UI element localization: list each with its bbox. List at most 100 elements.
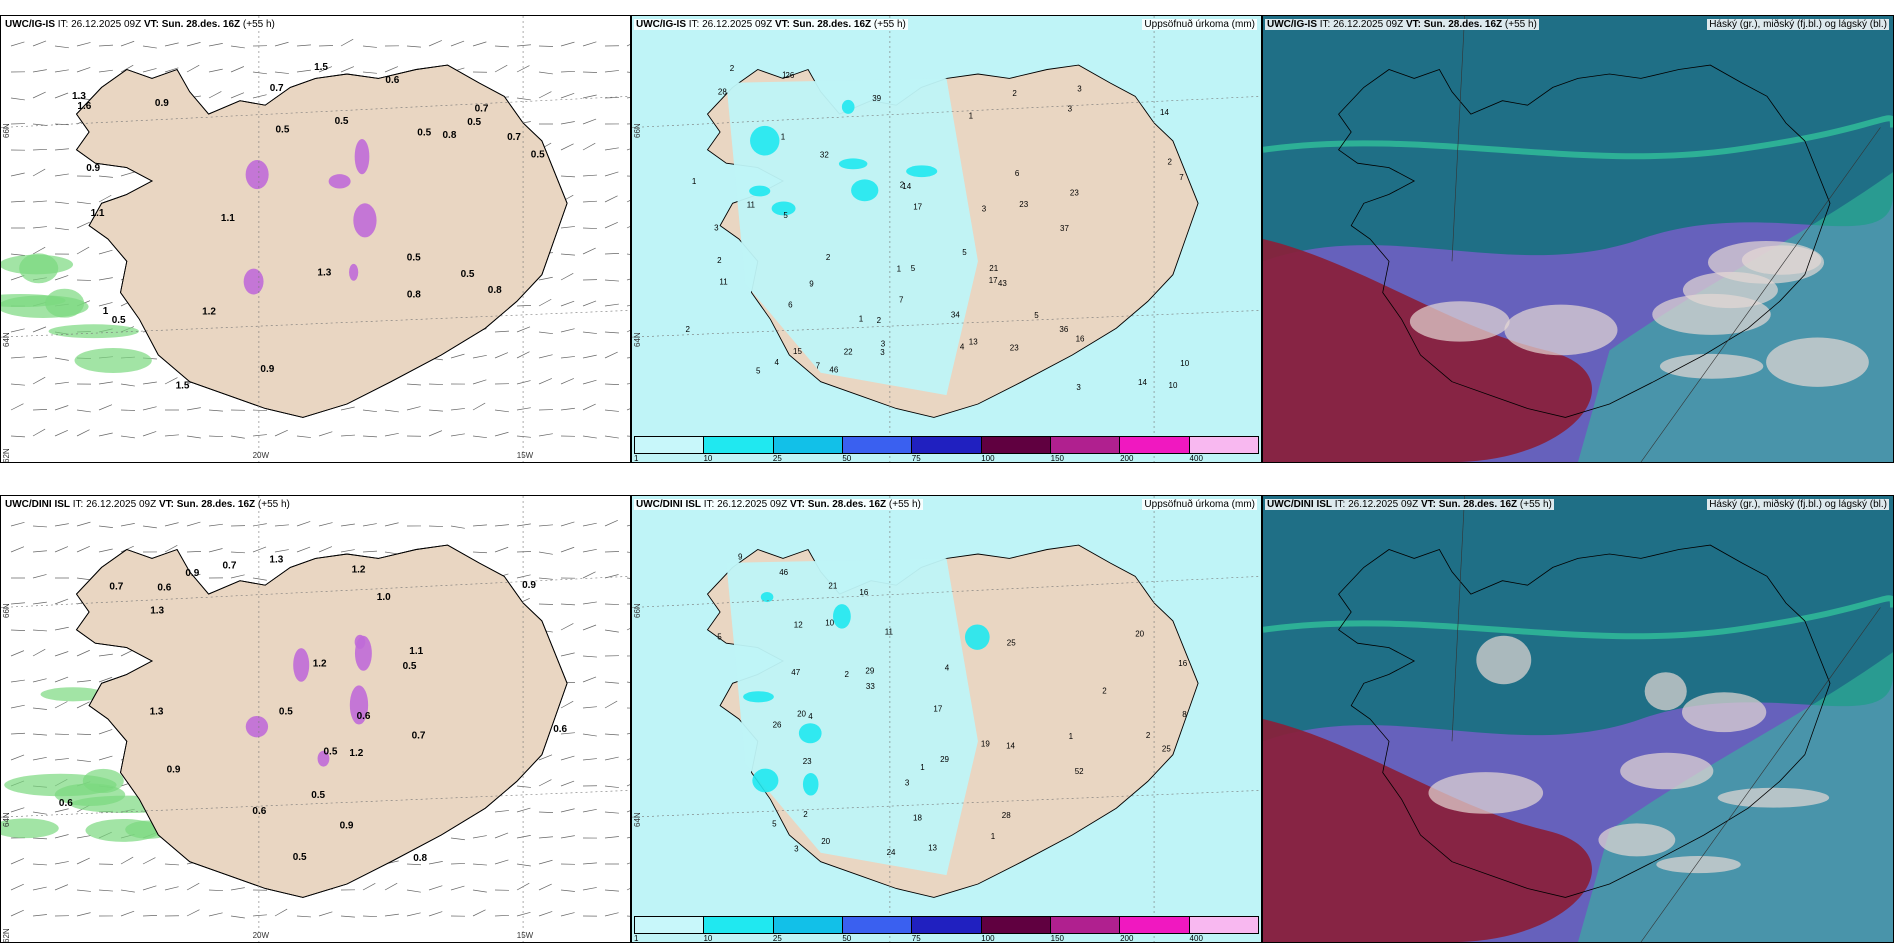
map-value-label: 5 [772,820,777,829]
wind-barb [560,253,575,256]
wind-barb [10,403,24,411]
wind-barb [230,66,245,73]
colorbar-swatch [842,917,913,933]
wind-barb [10,97,25,101]
map-value-label: 15 [793,347,802,356]
wind-barb [560,835,575,839]
wind-barb [230,92,245,99]
wind-barb [208,889,224,892]
vt-value: Sun. 28.des. 16Z [1438,499,1518,510]
wind-barb [10,200,25,203]
wind-barb [76,246,90,255]
wind-barb [76,409,91,413]
model-name: UWC/DINI ISL [636,499,701,510]
it-label: IT: [688,19,700,30]
lat-tick-label: 64N [2,332,11,348]
wind-barb [208,435,224,438]
wind-barb [582,435,597,439]
map-value-label: 0.7 [109,582,123,593]
wind-barb [98,302,113,307]
map-value-label: 1.1 [221,213,235,224]
map-canvas: 0.6 0.6 0.9 0.5 1.2 0.6 1.2 0.7 0.5 0.9 0.8 0.5 0.7 0… [1,496,630,942]
wind-barb [76,912,91,917]
wind-barb [98,755,113,761]
map-value-label: 5 [717,633,722,642]
wind-barb [582,331,597,334]
precip-band [48,324,139,339]
wind-barb [76,545,90,553]
wind-barb [164,886,179,891]
map-value-label: 39 [872,94,881,103]
wind-barb [362,550,377,553]
wind-barb [604,756,619,761]
wind-barb [54,598,69,605]
panel-title: UWC/DINI ISL IT: 26.12.2025 09Z VT: Sun.… [3,499,292,510]
map-value-label: 0.7 [475,104,489,115]
wind-barb [32,863,47,866]
wind-barb [32,168,46,177]
colorbar-swatch [635,917,705,933]
lead-time: (+55 h) [1519,499,1552,510]
clear-sky-patch [1620,752,1714,790]
wind-barb [538,354,553,359]
wind-barb [604,811,619,814]
map-value-label: 6 [1015,169,1020,178]
it-label: IT: [703,499,715,510]
map-value-label: 16 [859,588,868,597]
wind-barb [362,409,377,413]
map-value-label: 4 [808,712,813,721]
wind-barb [428,911,443,917]
precip-band [19,253,59,284]
wind-barb [516,835,531,839]
wind-barb [626,383,630,385]
map-value-label: 1.3 [72,91,86,102]
map-value-label: 0.5 [467,117,481,128]
map-value-label: 0.5 [531,149,545,160]
wind-barb [32,886,47,891]
wind-barb [296,44,311,47]
map-value-label: 1.5 [314,62,328,73]
wind-barb [516,574,531,579]
map-value-label: 1 [969,111,974,120]
wind-barb [516,97,531,101]
map-value-label: 34 [951,310,960,319]
wind-barb [582,601,597,605]
wind-barb [54,808,69,813]
map-value-label: 3 [1077,85,1082,94]
map-value-label: 3 [905,779,910,788]
wind-barb [142,68,157,73]
wind-barb [54,884,69,891]
wind-barb [252,577,267,581]
map-value-label: 0.8 [488,285,502,296]
wind-barb [296,915,311,918]
clear-sky-patch [1741,245,1822,275]
wind-barb [406,912,421,917]
map-value-label: 33 [866,682,875,691]
wind-barb [186,550,202,553]
wind-barb [582,379,597,385]
precip-area [726,558,978,876]
colorbar-swatch [704,437,774,453]
map-value-label: 2 [877,316,882,325]
wind-barb [406,406,421,411]
map-value-label: 0.7 [507,132,521,143]
wind-barb [560,378,574,385]
wind-barb [230,435,245,439]
wind-barb [76,429,90,437]
panel-title: UWC/IG-IS IT: 26.12.2025 09Z VT: Sun. 28… [3,19,277,30]
map-value-label: 1 [920,763,925,772]
wind-barb [340,38,354,47]
map-value-label: 0.5 [403,661,417,672]
wind-barb [32,707,47,710]
wind-barb [98,889,113,892]
colorbar-label: 1 [634,934,639,943]
map-value-label: 17 [989,276,998,285]
map-value-label: 0.5 [461,269,475,280]
map-value-label: 1.5 [176,381,190,392]
wind-barb [582,733,597,737]
lat-tick-label: 66N [2,602,11,618]
wind-barb [560,700,574,709]
wind-barb [164,522,179,527]
wind-barb [340,66,355,73]
wind-barb [120,383,135,387]
